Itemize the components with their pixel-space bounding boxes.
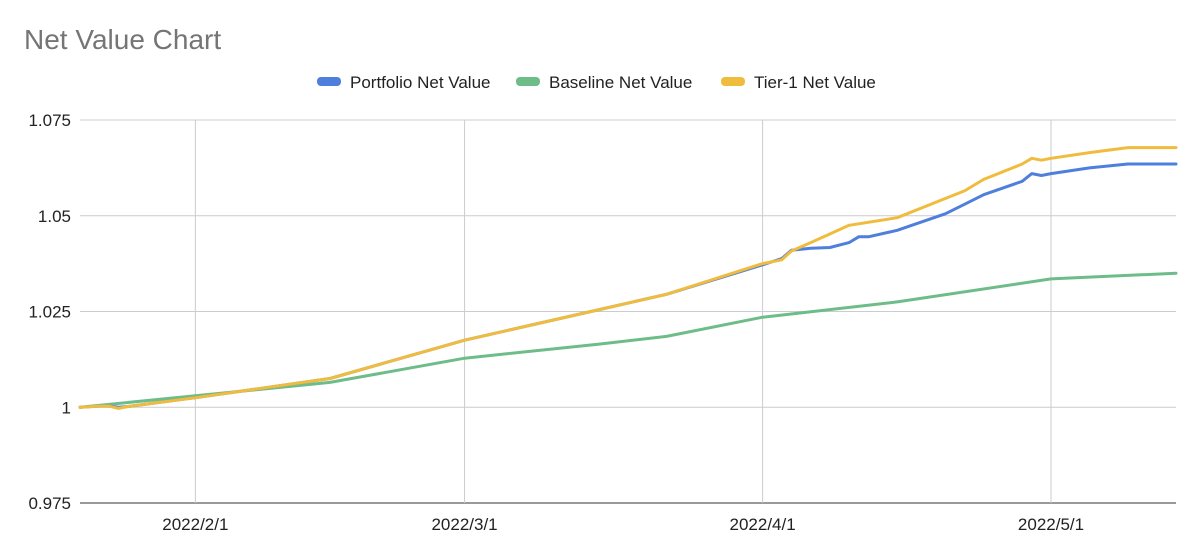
x-tick-label: 2022/3/1 <box>431 515 497 534</box>
legend-swatch <box>721 77 745 86</box>
legend-label: Baseline Net Value <box>549 73 692 92</box>
legend-label: Portfolio Net Value <box>350 73 490 92</box>
series-line-baseline-net-value <box>78 271 1178 409</box>
x-tick-label: 2022/2/1 <box>162 515 228 534</box>
axis-labels: 0.975 1 1.025 1.05 1.075 2022/2/1 2022/3/1 2022… <box>28 111 1084 534</box>
series-line-tier-1-net-value <box>78 146 1178 410</box>
legend-swatch <box>317 77 341 86</box>
y-tick-label: 1.05 <box>38 207 71 226</box>
legend-swatch <box>516 77 540 86</box>
x-tick-label: 2022/4/1 <box>730 515 796 534</box>
y-tick-label: 1.025 <box>28 303 71 322</box>
legend: Portfolio Net Value Baseline Net Value Tie… <box>317 73 876 92</box>
y-tick-label: 1.075 <box>28 111 71 130</box>
y-tick-label: 0.975 <box>28 494 71 513</box>
series-lines <box>78 146 1178 410</box>
legend-label: Tier-1 Net Value <box>754 73 876 92</box>
chart-title: Net Value Chart <box>24 24 222 55</box>
x-tick-label: 2022/5/1 <box>1018 515 1084 534</box>
y-tick-label: 1 <box>62 398 71 417</box>
grid-lines <box>80 119 1176 504</box>
